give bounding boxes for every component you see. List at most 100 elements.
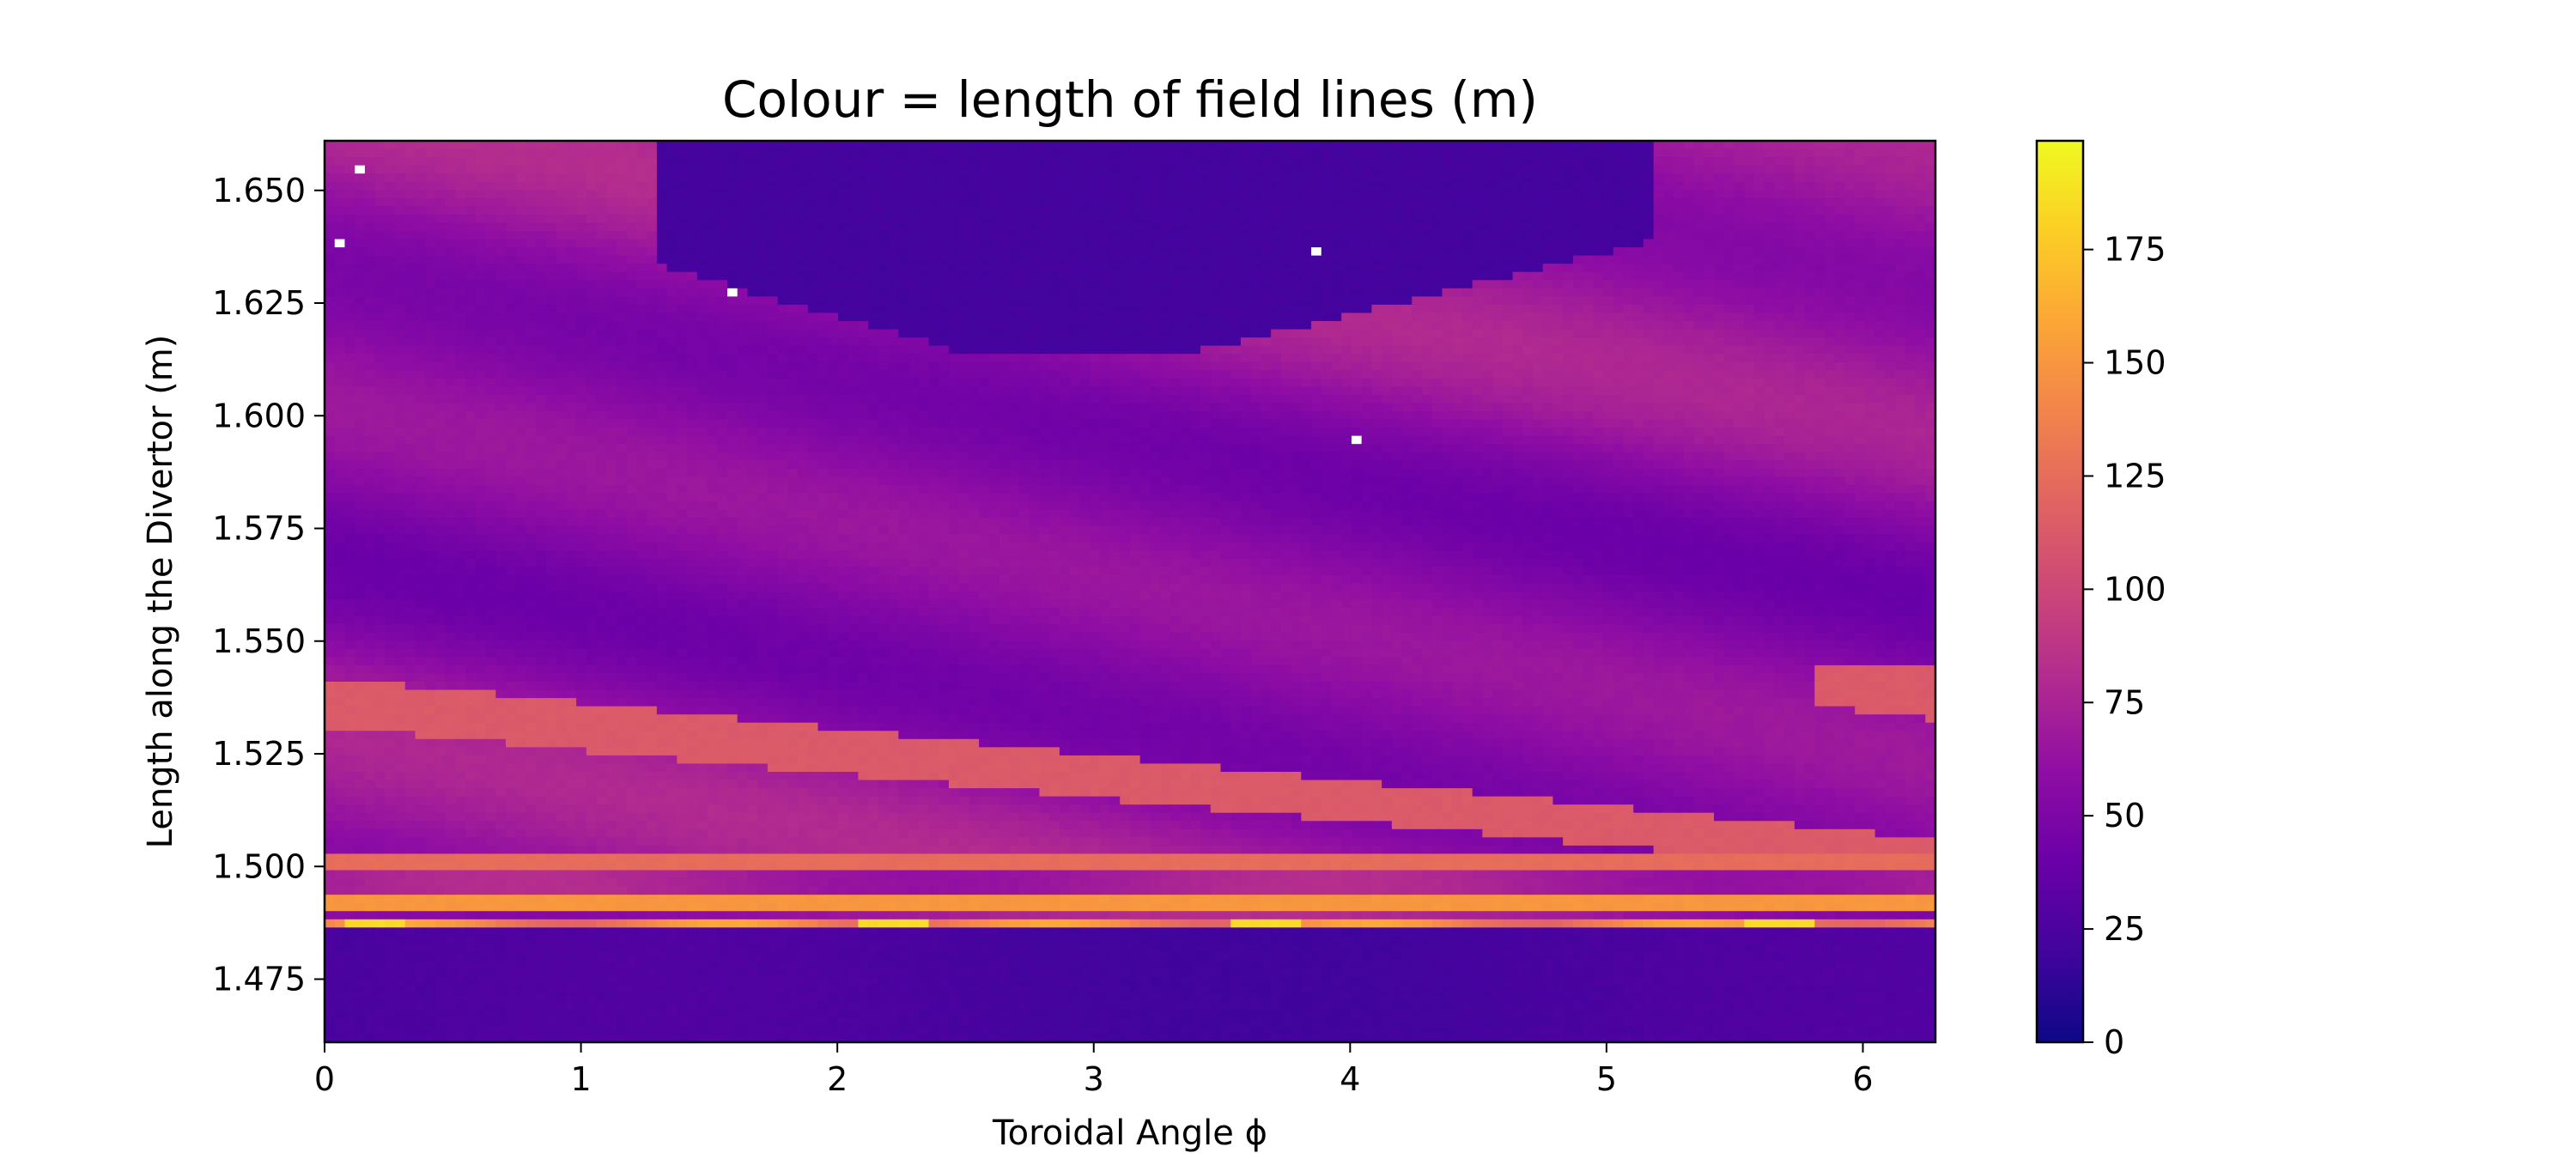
heatmap-cell	[727, 296, 738, 306]
heatmap-cell	[717, 141, 728, 150]
heatmap-cell	[1583, 386, 1594, 396]
heatmap-cell	[696, 354, 708, 363]
heatmap-cell	[1633, 288, 1644, 297]
heatmap-cell	[1844, 149, 1856, 158]
heatmap-cell	[374, 354, 386, 363]
heatmap-cell	[1079, 222, 1091, 232]
heatmap-cell	[415, 321, 426, 331]
heatmap-cell	[1794, 313, 1806, 322]
heatmap-cell	[1905, 165, 1917, 174]
heatmap-cell	[1331, 304, 1342, 314]
heatmap-cell	[566, 264, 577, 273]
heatmap-cell	[485, 214, 496, 224]
heatmap-cell	[334, 206, 346, 215]
heatmap-cell	[1442, 206, 1453, 215]
heatmap-cell	[1583, 296, 1594, 306]
heatmap-cell	[858, 370, 869, 379]
heatmap-cell	[1714, 313, 1725, 322]
heatmap-cell	[1905, 296, 1917, 306]
heatmap-cell	[888, 149, 899, 158]
heatmap-cell	[1200, 173, 1212, 183]
heatmap-cell	[979, 271, 990, 281]
heatmap-cell	[1663, 181, 1674, 191]
heatmap-cell	[1714, 173, 1725, 183]
heatmap-cell	[1401, 370, 1413, 379]
heatmap-cell	[1905, 321, 1917, 331]
heatmap-cell	[495, 255, 507, 264]
heatmap-cell	[1774, 288, 1785, 297]
heatmap-cell	[344, 304, 355, 314]
heatmap-cell	[536, 288, 547, 297]
heatmap-cell	[1371, 313, 1382, 322]
heatmap-cell	[1583, 370, 1594, 379]
heatmap-cell	[1271, 247, 1282, 257]
heatmap-cell	[1583, 264, 1594, 273]
heatmap-cell	[325, 264, 336, 273]
heatmap-cell	[1120, 214, 1131, 224]
heatmap-cell	[1210, 304, 1222, 314]
heatmap-cell	[1512, 386, 1523, 396]
heatmap-cell	[908, 304, 920, 314]
heatmap-cell	[1422, 255, 1433, 264]
heatmap-cell	[969, 165, 980, 174]
heatmap-cell	[1090, 173, 1101, 183]
heatmap-cell	[1613, 280, 1625, 289]
heatmap-cell	[948, 206, 960, 215]
heatmap-cell	[1764, 386, 1775, 396]
heatmap-cell	[1150, 354, 1161, 363]
heatmap-cell	[1512, 190, 1523, 199]
heatmap-cell	[787, 378, 799, 387]
heatmap-cell	[576, 337, 587, 347]
heatmap-cell	[1623, 247, 1634, 257]
heatmap-cell	[948, 288, 960, 297]
heatmap-cell	[1794, 370, 1806, 379]
heatmap-cell	[1321, 361, 1333, 371]
heatmap-cell	[1915, 280, 1926, 289]
heatmap-cell	[1885, 165, 1896, 174]
heatmap-cell	[1130, 255, 1141, 264]
heatmap-cell	[606, 190, 617, 199]
heatmap-cell	[1029, 313, 1041, 322]
heatmap-cell	[948, 214, 960, 224]
heatmap-cell	[1391, 149, 1403, 158]
heatmap-cell	[606, 165, 617, 174]
heatmap-cell	[1130, 264, 1141, 273]
heatmap-cell	[878, 214, 890, 224]
heatmap-cell	[404, 361, 416, 371]
heatmap-cell	[1291, 264, 1302, 273]
heatmap-cell	[566, 214, 577, 224]
heatmap-cell	[1160, 304, 1171, 314]
heatmap-cell	[958, 255, 969, 264]
heatmap-cell	[958, 247, 969, 257]
heatmap-cell	[696, 181, 708, 191]
heatmap-cell	[485, 296, 496, 306]
heatmap-cell	[1915, 239, 1926, 248]
heatmap-cell	[1371, 288, 1382, 297]
heatmap-cell	[536, 378, 547, 387]
heatmap-cell	[626, 329, 638, 338]
heatmap-cell	[1653, 304, 1665, 314]
heatmap-cell	[1472, 239, 1483, 248]
heatmap-cell	[1442, 165, 1453, 174]
heatmap-cell	[636, 206, 647, 215]
heatmap-cell	[1674, 157, 1685, 167]
heatmap-cell	[425, 255, 436, 264]
heatmap-cell	[1804, 321, 1815, 331]
heatmap-cell	[1240, 222, 1252, 232]
heatmap-cell	[636, 329, 647, 338]
heatmap-cell	[1240, 378, 1252, 387]
heatmap-cell	[1049, 197, 1060, 207]
heatmap-cell	[1583, 288, 1594, 297]
heatmap-cell	[1331, 181, 1342, 191]
heatmap-cell	[374, 378, 386, 387]
heatmap-cell	[1572, 304, 1584, 314]
heatmap-cell	[344, 206, 355, 215]
heatmap-cell	[1109, 304, 1121, 314]
heatmap-cell	[1674, 247, 1685, 257]
heatmap-cell	[1271, 231, 1282, 240]
heatmap-cell	[425, 296, 436, 306]
heatmap-cell	[999, 214, 1010, 224]
heatmap-cell	[1461, 231, 1473, 240]
heatmap-cell	[1623, 165, 1634, 174]
heatmap-cell	[606, 354, 617, 363]
